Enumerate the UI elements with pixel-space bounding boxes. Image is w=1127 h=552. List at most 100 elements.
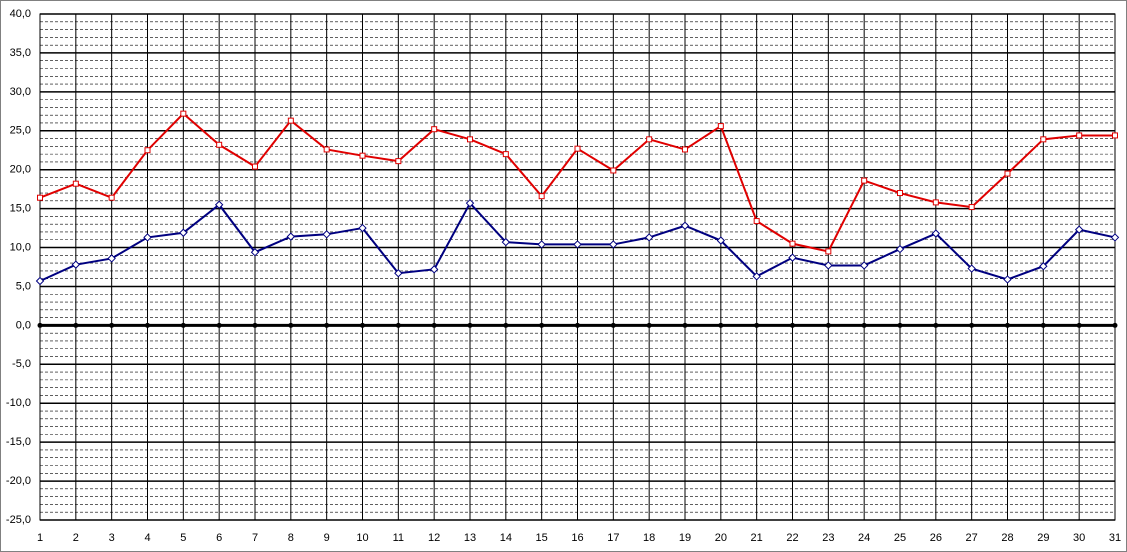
marker <box>180 110 187 117</box>
marker <box>538 193 545 200</box>
axis-tick-dot <box>467 322 473 328</box>
x-tick-label: 1 <box>37 532 43 544</box>
marker <box>610 167 617 174</box>
marker <box>897 190 903 197</box>
marker <box>1040 136 1047 143</box>
marker <box>37 194 43 201</box>
x-tick-label: 5 <box>180 532 186 544</box>
axis-tick-dot <box>395 322 401 328</box>
y-tick-label: 20,0 <box>10 164 31 176</box>
marker <box>1004 170 1011 177</box>
x-tick-label: 20 <box>715 532 727 544</box>
axis-tick-dot <box>360 322 365 328</box>
marker <box>144 147 151 154</box>
axis-tick-dot <box>610 322 616 328</box>
marker <box>753 218 760 225</box>
marker <box>895 244 905 254</box>
marker <box>861 177 868 184</box>
axis-tick-dot <box>861 322 867 328</box>
marker <box>824 261 833 270</box>
axis-tick-dot <box>754 322 760 328</box>
marker <box>72 180 79 187</box>
y-tick-label: 25,0 <box>10 125 31 137</box>
x-tick-label: 2 <box>73 532 79 544</box>
marker <box>108 194 115 201</box>
x-tick-label: 8 <box>288 532 294 544</box>
marker <box>250 248 260 257</box>
x-tick-label: 19 <box>679 532 691 544</box>
marker <box>789 240 796 247</box>
x-tick-label: 10 <box>356 532 368 544</box>
marker <box>359 152 366 159</box>
marker <box>286 232 296 241</box>
axis-tick-dot <box>1005 322 1010 328</box>
marker <box>1076 132 1083 139</box>
x-tick-label: 18 <box>643 532 655 544</box>
x-tick-label: 16 <box>571 532 583 544</box>
marker <box>143 233 152 242</box>
x-tick-label: 12 <box>428 532 440 544</box>
y-tick-label: 35,0 <box>10 47 31 59</box>
marker <box>395 158 402 165</box>
marker <box>716 236 726 245</box>
axis-tick-dot <box>539 322 545 328</box>
x-tick-label: 25 <box>894 532 906 544</box>
x-tick-label: 14 <box>500 532 512 544</box>
marker <box>788 253 797 262</box>
marker <box>932 199 939 206</box>
axis-tick-dot <box>1076 322 1082 328</box>
axis-tick-dot <box>1040 322 1046 328</box>
y-tick-label: 0,0 <box>16 319 31 331</box>
y-tick-label: 15,0 <box>10 203 31 215</box>
y-tick-label: 40,0 <box>10 8 31 20</box>
axis-tick-dot <box>1112 322 1118 328</box>
x-tick-label: 6 <box>216 532 222 544</box>
marker <box>71 260 81 269</box>
axis-tick-dot <box>718 322 724 328</box>
axis-tick-dot <box>37 322 43 328</box>
axis-tick-dot <box>646 322 652 328</box>
marker <box>644 233 654 242</box>
axis-tick-dot <box>252 322 258 328</box>
x-tick-label: 13 <box>464 532 476 544</box>
marker <box>358 223 367 233</box>
marker <box>1003 275 1012 284</box>
axis-tick-dot <box>216 322 222 328</box>
marker <box>214 200 224 209</box>
y-tick-label: -25,0 <box>6 514 31 526</box>
x-tick-label: 17 <box>607 532 619 544</box>
x-tick-label: 24 <box>858 532 870 544</box>
marker <box>646 136 653 143</box>
marker <box>967 264 976 273</box>
axis-tick-dot <box>503 322 509 328</box>
axis-tick-dot <box>933 322 939 328</box>
axis-tick-dot <box>682 322 688 328</box>
x-tick-label: 21 <box>751 532 763 544</box>
x-tick-label: 23 <box>822 532 834 544</box>
axis-tick-dot <box>109 322 115 328</box>
x-tick-label: 22 <box>786 532 798 544</box>
axis-tick-dot <box>145 322 150 328</box>
marker <box>717 123 724 130</box>
y-tick-label: -5,0 <box>12 358 31 370</box>
axis-tick-dot <box>288 322 294 328</box>
marker <box>682 146 688 153</box>
axis-tick-dot <box>969 322 975 328</box>
marker <box>107 254 116 263</box>
x-tick-label: 9 <box>324 532 330 544</box>
y-tick-label: -15,0 <box>6 436 31 448</box>
marker <box>573 240 582 249</box>
marker <box>1110 233 1120 242</box>
y-tick-label: 5,0 <box>16 280 31 292</box>
marker <box>537 240 546 249</box>
marker <box>216 141 223 148</box>
y-tick-label: -10,0 <box>6 397 31 409</box>
axis-tick-dot <box>324 322 330 328</box>
x-tick-label: 31 <box>1109 532 1121 544</box>
marker <box>35 276 45 286</box>
axis-tick-dot <box>790 322 795 328</box>
x-tick-label: 29 <box>1037 532 1049 544</box>
marker <box>322 230 331 239</box>
marker <box>931 229 941 238</box>
